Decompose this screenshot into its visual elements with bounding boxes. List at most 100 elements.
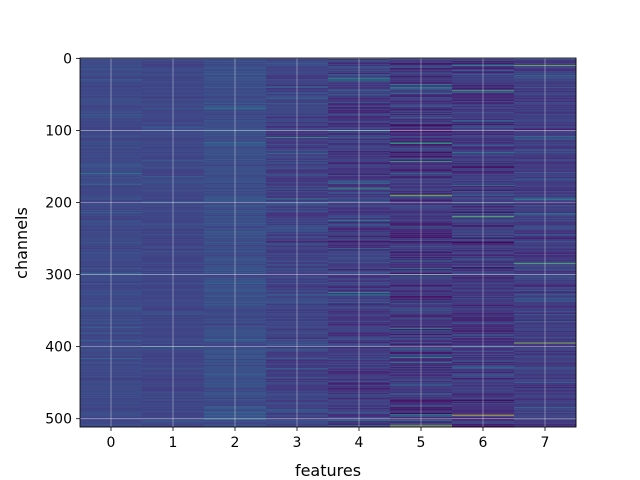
heatmap-cell <box>80 87 143 89</box>
heatmap-cell <box>452 164 515 166</box>
heatmap-cell <box>142 138 205 140</box>
heatmap-cell <box>514 365 577 367</box>
heatmap-cell <box>452 97 515 99</box>
heatmap-cell <box>328 185 391 187</box>
heatmap-cell <box>390 319 453 321</box>
heatmap-cell <box>80 163 143 165</box>
heatmap-cell <box>328 401 391 403</box>
heatmap-cell <box>204 155 267 157</box>
heatmap-cell <box>452 202 515 204</box>
heatmap-cell <box>266 181 329 184</box>
heatmap-cell <box>142 258 205 260</box>
heatmap-cell <box>514 141 577 143</box>
heatmap-cell <box>390 84 453 86</box>
heatmap-cell <box>452 125 515 127</box>
heatmap-cell <box>328 374 391 376</box>
heatmap-cell <box>266 127 329 129</box>
heatmap-cell <box>142 79 205 81</box>
heatmap-cell <box>452 79 515 81</box>
heatmap-cell <box>390 277 453 279</box>
heatmap-cell <box>328 214 391 216</box>
heatmap-cell <box>514 363 577 365</box>
heatmap-cell <box>328 288 391 290</box>
heatmap-cell <box>514 116 577 118</box>
heatmap-cell <box>266 163 329 165</box>
heatmap-cell <box>80 352 143 354</box>
heatmap-cell <box>204 211 267 213</box>
heatmap-cell <box>328 255 391 257</box>
heatmap-cell <box>328 391 391 393</box>
heatmap-cell <box>452 61 515 63</box>
heatmap-cell <box>328 333 391 335</box>
heatmap-cell <box>266 281 329 283</box>
heatmap-cell <box>390 205 453 207</box>
heatmap-cell <box>390 199 453 202</box>
heatmap-cell <box>390 218 453 220</box>
heatmap-cell <box>266 315 329 317</box>
heatmap-cell <box>142 158 205 160</box>
heatmap-cell <box>204 407 267 409</box>
heatmap-cell <box>514 169 577 171</box>
heatmap-cell <box>142 98 205 100</box>
heatmap-cell <box>514 401 577 403</box>
heatmap-cell <box>390 367 453 369</box>
heatmap-cell <box>266 62 329 64</box>
heatmap-cell <box>80 65 143 67</box>
heatmap-cell <box>328 210 391 212</box>
heatmap-cell <box>204 179 267 181</box>
heatmap-cell <box>328 321 391 323</box>
heatmap-cell <box>514 108 577 110</box>
heatmap-cell <box>452 176 515 178</box>
heatmap-cell <box>204 269 267 271</box>
heatmap-cell <box>390 332 453 334</box>
heatmap-cell <box>80 88 143 90</box>
heatmap-cell <box>514 132 577 135</box>
heatmap-cell <box>204 374 267 376</box>
heatmap-cell <box>514 357 577 359</box>
heatmap-cell <box>390 151 453 153</box>
heatmap-cell <box>514 161 577 163</box>
heatmap-cell <box>266 375 329 377</box>
heatmap-cell <box>452 120 515 122</box>
heatmap-cell <box>452 282 515 284</box>
heatmap-cell <box>266 131 329 133</box>
heatmap-cell <box>328 339 391 341</box>
heatmap-cell <box>452 302 515 304</box>
heatmap-cell <box>142 390 205 393</box>
heatmap-cell <box>80 130 143 132</box>
heatmap-cell <box>328 83 391 85</box>
heatmap-cell <box>204 144 267 146</box>
heatmap-cell <box>514 274 577 276</box>
heatmap-cell <box>514 336 577 338</box>
heatmap-cell <box>80 413 143 415</box>
heatmap-cell <box>142 192 205 194</box>
heatmap-cell <box>514 212 577 214</box>
heatmap-cell <box>514 107 577 109</box>
heatmap-cell <box>390 238 453 240</box>
heatmap-cell <box>80 173 143 175</box>
heatmap-cell <box>80 259 143 261</box>
heatmap-cell <box>390 421 453 423</box>
heatmap-cell <box>390 318 453 320</box>
heatmap-cell <box>328 313 391 315</box>
heatmap-cell <box>514 382 577 384</box>
heatmap-cell <box>204 246 267 248</box>
heatmap-cell <box>142 171 205 173</box>
heatmap-cell <box>452 311 515 313</box>
heatmap-cell <box>142 148 205 150</box>
heatmap-cell <box>80 192 143 194</box>
heatmap-cell <box>514 307 577 309</box>
heatmap-cell <box>80 401 143 403</box>
heatmap-cell <box>390 63 453 65</box>
heatmap-cell <box>452 135 515 137</box>
heatmap-cell <box>514 219 577 221</box>
heatmap-cell <box>204 90 267 92</box>
heatmap-cell <box>390 168 453 170</box>
heatmap-cell <box>204 278 267 280</box>
heatmap-cell <box>266 216 329 218</box>
heatmap-cell <box>80 72 143 74</box>
heatmap-cell <box>204 166 267 168</box>
heatmap-cell <box>514 277 577 279</box>
heatmap-cell <box>514 359 577 362</box>
heatmap-cell <box>266 256 329 258</box>
